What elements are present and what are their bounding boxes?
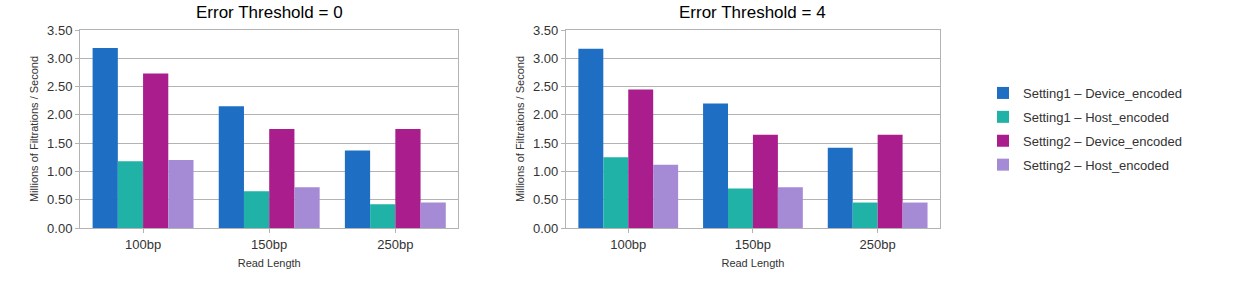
- svg-text:2.00: 2.00: [47, 107, 72, 122]
- svg-text:Millions of Filtrations / Seco: Millions of Filtrations / Second: [514, 56, 526, 202]
- svg-text:0.50: 0.50: [47, 192, 72, 207]
- svg-text:Setting1 – Device_encoded: Setting1 – Device_encoded: [1023, 86, 1182, 101]
- svg-text:0.50: 0.50: [533, 192, 558, 207]
- svg-text:Setting2 – Device_encoded: Setting2 – Device_encoded: [1023, 134, 1182, 149]
- svg-text:2.50: 2.50: [47, 79, 72, 94]
- svg-text:1.00: 1.00: [47, 164, 72, 179]
- svg-text:250bp: 250bp: [860, 237, 896, 252]
- svg-text:100bp: 100bp: [125, 237, 161, 252]
- svg-text:3.00: 3.00: [533, 51, 558, 66]
- svg-text:1.50: 1.50: [47, 136, 72, 151]
- svg-text:0.00: 0.00: [47, 221, 72, 236]
- svg-text:1.50: 1.50: [533, 136, 558, 151]
- svg-text:Error Threshold = 0: Error Threshold = 0: [196, 3, 343, 22]
- svg-text:Millions of Filtrations / Seco: Millions of Filtrations / Second: [28, 56, 40, 202]
- svg-text:1.00: 1.00: [533, 164, 558, 179]
- svg-text:2.00: 2.00: [533, 107, 558, 122]
- svg-text:Setting2 – Host_encoded: Setting2 – Host_encoded: [1023, 158, 1169, 173]
- svg-text:3.00: 3.00: [47, 51, 72, 66]
- svg-text:2.50: 2.50: [533, 79, 558, 94]
- svg-text:150bp: 150bp: [251, 237, 287, 252]
- svg-text:150bp: 150bp: [735, 237, 771, 252]
- svg-text:3.50: 3.50: [533, 23, 558, 38]
- svg-text:Read Length: Read Length: [721, 257, 784, 269]
- svg-text:0.00: 0.00: [533, 221, 558, 236]
- svg-text:Setting1 – Host_encoded: Setting1 – Host_encoded: [1023, 110, 1169, 125]
- svg-text:Error Threshold = 4: Error Threshold = 4: [679, 3, 826, 22]
- svg-text:3.50: 3.50: [47, 23, 72, 38]
- svg-text:Read Length: Read Length: [238, 257, 301, 269]
- svg-text:250bp: 250bp: [377, 237, 413, 252]
- svg-text:100bp: 100bp: [610, 237, 646, 252]
